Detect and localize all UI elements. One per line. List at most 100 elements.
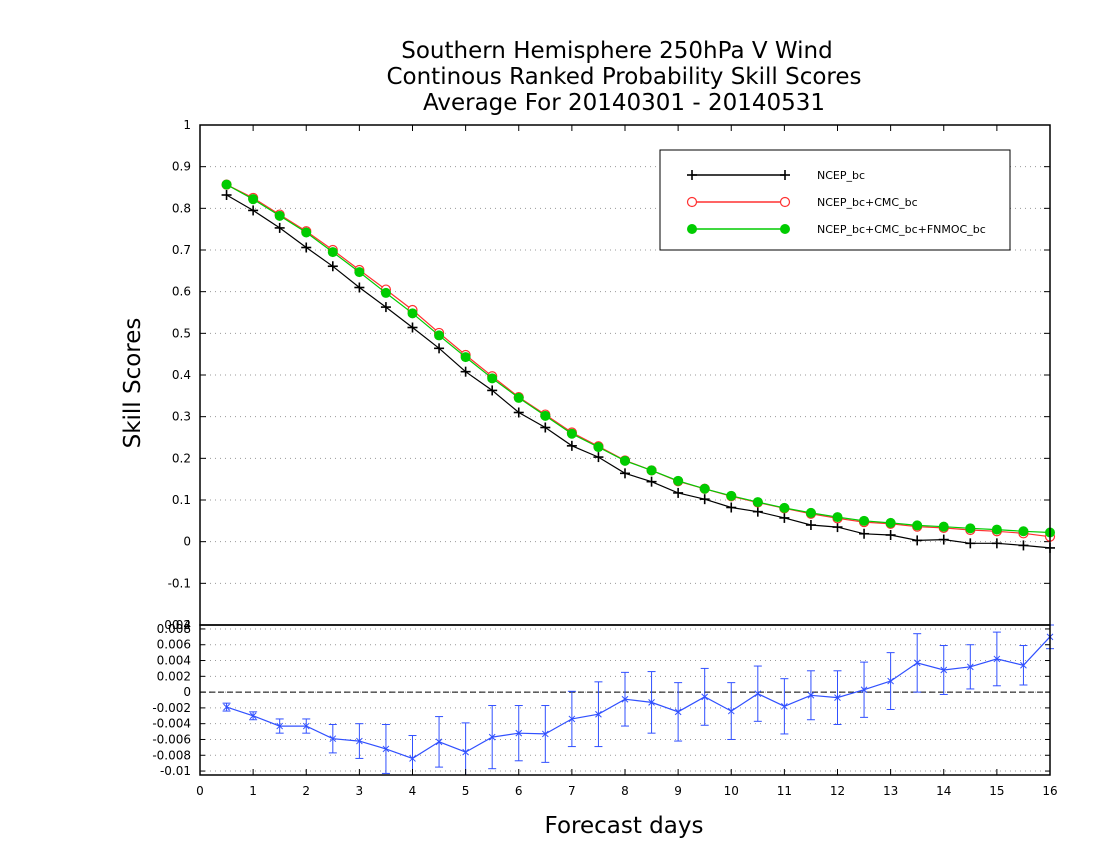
difference-plot-area: -0.01 -0.008 -0.006-0.004 -0.002 0 0.0020.004… bbox=[152, 618, 1057, 798]
legend-marker bbox=[686, 196, 698, 208]
difference-point-b bbox=[834, 694, 841, 701]
difference-point-b bbox=[860, 686, 868, 694]
difference-point-b bbox=[223, 703, 230, 711]
y-tick-label: 0.7 bbox=[172, 243, 191, 257]
diff-y-tick-label: 0.002 bbox=[157, 669, 191, 683]
chart-title-line-3: Average For 20140301 - 20140531 bbox=[423, 90, 825, 116]
diff-y-tick-label: 0.006 bbox=[157, 638, 191, 652]
data-point bbox=[1018, 526, 1029, 537]
difference-point-b bbox=[993, 655, 1001, 663]
y-tick-label: 0.2 bbox=[172, 451, 191, 465]
difference-point-b bbox=[541, 730, 549, 738]
legend-label: NCEP_bc+CMC_bc+FNMOC_bc bbox=[817, 223, 986, 236]
error-bar bbox=[328, 723, 337, 754]
diff-y-tick-label: -0.004 bbox=[152, 717, 191, 731]
difference-point-b bbox=[488, 733, 496, 741]
y-tick-label: 0.1 bbox=[172, 493, 191, 507]
data-point bbox=[1018, 540, 1029, 551]
error-bar bbox=[727, 682, 736, 740]
x-tick-label: 11 bbox=[777, 784, 792, 798]
data-point bbox=[327, 247, 338, 258]
legend-entry-2: NCEP_bc+CMC_bc bbox=[686, 196, 918, 209]
legend-label: NCEP_bc bbox=[817, 169, 865, 182]
error-bar bbox=[753, 665, 762, 722]
error-bar bbox=[302, 718, 311, 734]
difference-point-b bbox=[302, 722, 310, 730]
data-point bbox=[832, 522, 843, 533]
data-point bbox=[991, 538, 1002, 549]
x-tick-label: 9 bbox=[674, 784, 682, 798]
legend-marker bbox=[780, 224, 790, 234]
diff-y-tick-label: -0.006 bbox=[152, 732, 191, 746]
data-point bbox=[885, 530, 896, 540]
chart-legend: NCEP_bc NCEP_bc+CMC_bc NCEP_bc+CMC_bc+FNMO… bbox=[659, 149, 1011, 251]
data-point bbox=[805, 507, 816, 518]
error-bar bbox=[461, 722, 470, 776]
difference-point-b bbox=[409, 755, 416, 762]
y-tick-label: 0.4 bbox=[172, 368, 191, 382]
data-point bbox=[221, 190, 232, 200]
data-point bbox=[274, 210, 285, 221]
difference-point-b bbox=[621, 695, 629, 703]
error-bar bbox=[381, 723, 390, 774]
difference-point-b bbox=[568, 715, 576, 723]
y-tick-label: 0.5 bbox=[172, 326, 191, 340]
data-point bbox=[991, 524, 1002, 535]
data-point bbox=[434, 330, 445, 341]
data-point bbox=[380, 287, 391, 298]
data-point bbox=[434, 343, 445, 354]
x-tick-label: 13 bbox=[883, 784, 898, 798]
error-bar bbox=[275, 718, 284, 734]
error-bar bbox=[939, 645, 948, 695]
difference-line bbox=[226, 636, 1051, 760]
legend-marker bbox=[687, 224, 697, 234]
data-point bbox=[726, 502, 737, 513]
series-line bbox=[226, 194, 1051, 549]
diff-y-tick-label-top: 0.04 bbox=[164, 618, 191, 632]
x-tick-label: 8 bbox=[621, 784, 629, 798]
error-bar bbox=[913, 633, 922, 693]
diff-y-tick-label: -0.002 bbox=[152, 701, 191, 715]
data-point bbox=[673, 475, 684, 486]
difference-point-b bbox=[913, 659, 921, 667]
data-point bbox=[513, 392, 524, 403]
legend-entry-1: NCEP_bc bbox=[687, 169, 865, 182]
data-point bbox=[752, 506, 763, 517]
data-point bbox=[752, 497, 763, 508]
difference-point-b bbox=[276, 722, 284, 730]
difference-point-b bbox=[382, 745, 390, 753]
data-point bbox=[274, 222, 285, 233]
difference-series bbox=[222, 624, 1054, 776]
data-point bbox=[301, 242, 312, 253]
data-point bbox=[859, 515, 870, 526]
error-bar bbox=[567, 690, 576, 748]
difference-point-b bbox=[595, 710, 602, 718]
error-bar bbox=[780, 678, 789, 735]
error-bar bbox=[621, 671, 629, 727]
chart-title: Southern Hemisphere 250hPa V Wind Contin… bbox=[386, 38, 861, 116]
error-bar bbox=[674, 682, 683, 742]
difference-point-b bbox=[435, 738, 443, 746]
data-point bbox=[407, 322, 418, 333]
x-tick-label: 2 bbox=[302, 784, 310, 798]
y-tick-label: -0.1 bbox=[168, 576, 191, 590]
difference-point-b bbox=[515, 729, 523, 737]
error-bar bbox=[806, 670, 815, 721]
error-bar bbox=[488, 705, 497, 770]
x-tick-label: 15 bbox=[989, 784, 1004, 798]
difference-point-b bbox=[1020, 661, 1027, 669]
series-1 bbox=[221, 190, 1055, 553]
error-bar bbox=[886, 652, 895, 710]
data-point bbox=[487, 373, 498, 384]
data-point bbox=[859, 528, 870, 539]
data-point bbox=[221, 179, 232, 190]
legend-box bbox=[659, 149, 1011, 251]
chart-title-line-2: Continous Ranked Probability Skill Score… bbox=[386, 64, 861, 90]
difference-point-b bbox=[887, 677, 894, 685]
difference-point-b bbox=[648, 699, 655, 706]
difference-point-b bbox=[356, 737, 363, 745]
data-point bbox=[805, 520, 816, 530]
x-tick-label: 6 bbox=[515, 784, 523, 798]
